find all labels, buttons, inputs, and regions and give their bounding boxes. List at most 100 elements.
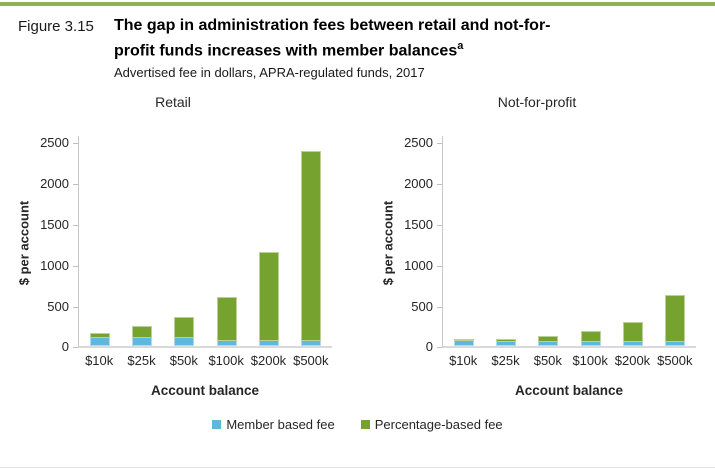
- x-axis-title: Account balance: [514, 383, 624, 399]
- stacked-bar-25k: [132, 326, 153, 347]
- chart-plot-area: $ per account 0 500 1000 1500 2000 2500: [14, 135, 332, 354]
- x-tick-label: $10k: [85, 353, 114, 369]
- y-tick-label: 500: [47, 298, 69, 314]
- y-tick-mark: [73, 306, 78, 308]
- y-axis-label: $ per account: [380, 201, 396, 286]
- member-fee-swatch-icon: [212, 420, 222, 430]
- plot: [78, 136, 332, 349]
- x-tick-label: $25k: [491, 353, 520, 369]
- bar-segment-percentage-fee: [300, 151, 321, 342]
- bar-segment-member-fee: [622, 341, 643, 347]
- stacked-bar-10k: [454, 339, 475, 347]
- bar-segment-member-fee: [174, 338, 195, 347]
- x-tick-label: $500k: [657, 353, 693, 369]
- y-tick-label: 2500: [40, 135, 69, 151]
- chart-plot-area: $ per account 0 500 1000 1500 2000 2500: [378, 135, 696, 354]
- x-tick-label: $200k: [614, 353, 651, 369]
- bar-segment-member-fee: [454, 341, 475, 347]
- bar-segment-member-fee: [90, 338, 111, 347]
- bar-segment-member-fee: [300, 341, 321, 347]
- legend-item-percentage-fee: Percentage-based fee: [360, 417, 503, 433]
- stacked-bar-50k: [538, 335, 559, 347]
- bar-segment-percentage-fee: [496, 339, 517, 342]
- stacked-bar-10k: [90, 333, 111, 347]
- x-tick-labels: $10k $25k $50k $100k $200k $500k: [442, 353, 696, 368]
- legend-label: Percentage-based fee: [374, 417, 503, 433]
- figure-title: The gap in administration fees between r…: [114, 16, 584, 61]
- chart-title: Not-for-profit: [497, 94, 577, 111]
- figure-label: Figure 3.15: [18, 18, 94, 35]
- bar-segment-member-fee: [216, 340, 237, 347]
- y-tick-label: 500: [411, 298, 433, 314]
- accent-top-line: [0, 2, 715, 6]
- y-axis-label-box: $ per account: [14, 138, 34, 348]
- y-tick-mark: [73, 143, 78, 145]
- bar-segment-member-fee: [664, 341, 685, 347]
- y-tick-label: 1500: [404, 216, 433, 232]
- bar-segment-percentage-fee: [90, 333, 111, 339]
- stacked-bar-500k: [300, 151, 321, 347]
- bar-segment-member-fee: [538, 341, 559, 347]
- y-tick-mark: [73, 347, 78, 349]
- y-tick-mark: [437, 265, 442, 267]
- chart-retail: Retail $ per account 0 500 1000 1500 2000 250…: [14, 94, 332, 398]
- figure-title-block: The gap in administration fees between r…: [114, 16, 584, 80]
- bar-segment-percentage-fee: [174, 316, 195, 339]
- stacked-bar-200k: [258, 251, 279, 347]
- legend: Member based fee Percentage-based fee: [0, 417, 715, 432]
- legend-label: Member based fee: [226, 417, 335, 433]
- bar-slot: [654, 295, 696, 347]
- bar-segment-percentage-fee: [664, 295, 685, 342]
- y-tick-label: 1000: [404, 257, 433, 273]
- bar-slot: [443, 339, 485, 347]
- y-tick-label: 0: [425, 339, 433, 355]
- bars: [79, 136, 332, 347]
- bar-segment-percentage-fee: [454, 339, 475, 342]
- bar-segment-member-fee: [132, 337, 153, 347]
- y-tick-mark: [437, 224, 442, 226]
- bar-slot: [612, 321, 654, 347]
- x-tick-label: $10k: [449, 353, 478, 369]
- y-tick-mark: [437, 184, 442, 186]
- bars: [443, 136, 696, 347]
- bar-slot: [206, 296, 248, 347]
- y-tick-label: 1000: [40, 257, 69, 273]
- chart-title: Retail: [155, 94, 191, 111]
- bar-segment-percentage-fee: [622, 321, 643, 342]
- bar-slot: [121, 326, 163, 347]
- y-tick-label: 0: [61, 339, 69, 355]
- x-tick-label: $100k: [572, 353, 608, 369]
- figure-title-text: The gap in administration fees between r…: [114, 17, 551, 60]
- y-axis-label: $ per account: [16, 201, 32, 286]
- x-tick-labels: $10k $25k $50k $100k $200k $500k: [78, 353, 332, 368]
- y-tick-mark: [73, 265, 78, 267]
- y-axis: 0 500 1000 1500 2000 2500: [34, 135, 78, 354]
- bar-segment-percentage-fee: [538, 335, 559, 342]
- bar-slot: [79, 333, 121, 347]
- stacked-bar-100k: [216, 296, 237, 347]
- stacked-bar-25k: [496, 339, 517, 347]
- figure-header: Figure 3.15 The gap in administration fe…: [0, 6, 715, 80]
- figure-subtitle: Advertised fee in dollars, APRA-regulate…: [114, 65, 425, 81]
- bar-segment-percentage-fee: [132, 326, 153, 338]
- legend-item-member-fee: Member based fee: [212, 417, 335, 433]
- x-tick-label: $200k: [250, 353, 287, 369]
- charts-row: Retail $ per account 0 500 1000 1500 2000 250…: [0, 94, 715, 398]
- bar-segment-percentage-fee: [216, 296, 237, 341]
- stacked-bar-200k: [622, 321, 643, 347]
- bar-slot: [527, 335, 569, 347]
- bar-segment-member-fee: [258, 341, 279, 347]
- stacked-bar-100k: [580, 331, 601, 347]
- bar-slot: [570, 331, 612, 347]
- y-tick-label: 1500: [40, 216, 69, 232]
- percentage-fee-swatch-icon: [360, 420, 370, 430]
- stacked-bar-500k: [664, 295, 685, 347]
- y-tick-mark: [73, 184, 78, 186]
- bar-slot: [163, 316, 205, 347]
- y-tick-mark: [437, 143, 442, 145]
- bar-slot: [290, 151, 332, 347]
- x-tick-label: $100k: [208, 353, 244, 369]
- y-tick-label: 2000: [404, 176, 433, 192]
- y-tick-label: 2500: [404, 135, 433, 151]
- y-tick-label: 2000: [40, 176, 69, 192]
